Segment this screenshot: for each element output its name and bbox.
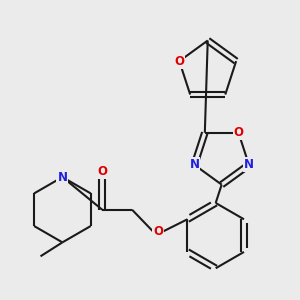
- Text: N: N: [57, 171, 68, 184]
- Text: O: O: [97, 165, 107, 178]
- Text: O: O: [174, 55, 184, 68]
- Text: N: N: [244, 158, 254, 171]
- Text: O: O: [153, 225, 163, 238]
- Text: O: O: [233, 126, 244, 139]
- Text: N: N: [189, 158, 200, 171]
